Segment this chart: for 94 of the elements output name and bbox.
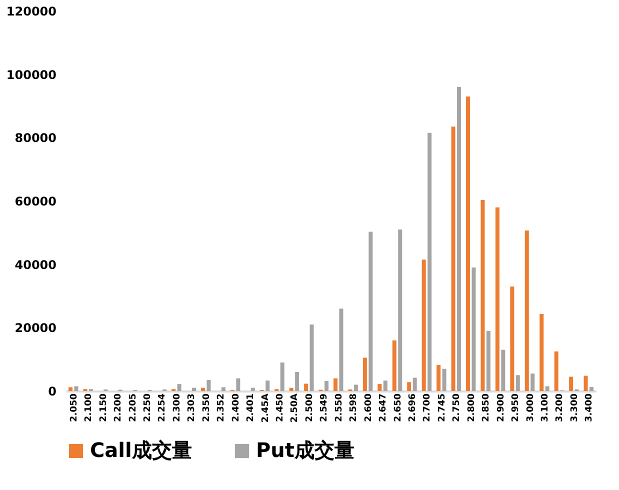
legend-label: Call成交量	[90, 438, 192, 462]
bar	[486, 330, 490, 391]
x-tick-label: 3.300	[570, 394, 580, 422]
x-tick-label: 2.401	[246, 394, 256, 422]
bar	[472, 268, 476, 391]
x-tick-label: 2.050	[69, 394, 80, 422]
x-tick-label: 2.450	[275, 394, 286, 422]
bar	[422, 260, 426, 391]
bar	[524, 230, 529, 391]
bar	[407, 382, 412, 391]
bar	[378, 384, 382, 391]
x-tick-label: 2.300	[172, 394, 182, 422]
bar	[457, 87, 461, 391]
bar	[590, 386, 594, 391]
x-tick-label: 2.850	[482, 394, 492, 422]
bar	[280, 362, 284, 391]
bar	[74, 386, 78, 391]
bar	[250, 388, 255, 391]
y-tick-label: 60000	[14, 194, 56, 208]
bar	[289, 388, 294, 391]
x-tick-label: 2.254	[158, 394, 168, 422]
x-tick-label: 2.950	[511, 394, 522, 422]
x-tick-label: 3.100	[540, 394, 550, 422]
bar	[236, 378, 240, 391]
bar	[266, 380, 270, 391]
bar	[392, 340, 396, 391]
x-tick-label: 2.100	[84, 394, 94, 422]
y-tick-label: 0	[48, 384, 56, 398]
bar	[339, 308, 344, 391]
bar	[304, 384, 308, 391]
x-tick-label: 2.745	[437, 394, 448, 422]
bar	[362, 358, 367, 391]
x-tick-label: 2.150	[98, 394, 109, 422]
x-tick-label: 2.303	[187, 394, 198, 422]
bar	[451, 126, 456, 391]
bar	[221, 387, 226, 391]
bar	[192, 388, 196, 391]
x-tick-label: 2.900	[496, 394, 506, 422]
x-tick-label: 3.400	[584, 394, 595, 422]
bar	[569, 376, 574, 391]
x-tick-label: 2.250	[142, 394, 153, 422]
bar	[206, 380, 211, 391]
x-tick-label: 2.500	[304, 394, 315, 422]
bar	[334, 378, 338, 391]
bar	[295, 372, 300, 391]
x-tick-label: 2.550	[334, 394, 344, 422]
bar	[383, 380, 388, 391]
x-tick-label: 2.598	[349, 394, 360, 422]
bar	[412, 378, 417, 391]
bar	[428, 132, 432, 391]
bar	[495, 207, 500, 391]
y-tick-label: 120000	[6, 4, 56, 18]
x-tick-label: 2.647	[378, 394, 389, 422]
bar	[201, 388, 205, 391]
bar	[442, 368, 446, 391]
bar	[324, 380, 328, 391]
bar	[554, 351, 558, 391]
y-tick-label: 80000	[14, 131, 56, 146]
x-tick-label: 2.650	[393, 394, 404, 422]
bar	[530, 374, 535, 391]
x-tick-label: 2.352	[216, 394, 227, 422]
x-tick-label: 2.50A	[290, 393, 300, 423]
x-tick-label: 2.200	[114, 394, 124, 422]
bar	[354, 384, 358, 391]
bar	[480, 200, 485, 391]
bar	[177, 384, 182, 391]
bar	[501, 350, 506, 391]
x-tick-label: 3.000	[526, 394, 536, 422]
bar	[516, 375, 520, 391]
y-tick-label: 100000	[6, 68, 56, 82]
bar	[436, 365, 441, 391]
bar	[584, 376, 588, 391]
x-tick-label: 2.750	[452, 394, 462, 422]
bar	[466, 96, 470, 391]
x-tick-label: 2.600	[364, 394, 374, 422]
bar	[398, 230, 402, 391]
x-tick-label: 2.696	[408, 394, 418, 422]
x-tick-label: 3.200	[555, 394, 566, 422]
bar	[368, 232, 373, 391]
bar	[545, 386, 550, 391]
x-tick-label: 2.800	[466, 394, 477, 422]
x-tick-label: 2.45A	[260, 393, 271, 423]
x-tick-label: 2.549	[320, 394, 330, 422]
bar	[310, 324, 314, 391]
bar	[540, 314, 544, 391]
x-tick-label: 2.400	[231, 394, 242, 422]
x-tick-label: 2.350	[202, 394, 212, 422]
y-tick-label: 20000	[14, 321, 56, 336]
x-tick-label: 2.700	[422, 394, 433, 422]
bar	[510, 286, 514, 391]
x-tick-label: 2.205	[128, 394, 138, 422]
legend-label: Put成交量	[256, 438, 354, 462]
bar	[68, 387, 72, 391]
y-tick-label: 40000	[14, 258, 56, 272]
